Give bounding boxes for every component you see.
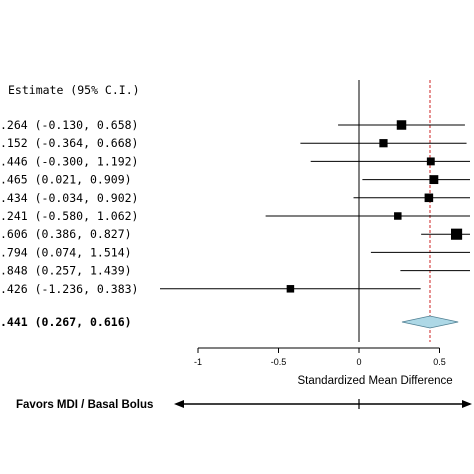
row-label: .446 (-0.300, 1.192)	[0, 154, 138, 168]
row-label: .794 (0.074, 1.514)	[0, 245, 132, 259]
estimate-marker	[426, 157, 435, 166]
x-axis-label: Standardized Mean Difference	[298, 375, 453, 387]
estimate-marker	[451, 228, 463, 240]
estimate-marker	[396, 120, 407, 130]
x-tick-label: 0.5	[433, 357, 446, 367]
x-tick-label: -1	[194, 357, 202, 367]
summary-diamond	[401, 315, 459, 329]
favors-arrow	[174, 399, 472, 409]
x-tick-label: 0	[356, 357, 361, 367]
row-label: .434 (-0.034, 0.902)	[0, 191, 138, 205]
estimate-marker	[379, 139, 388, 148]
plot-area: -1 -0.5 0 0.5 Standardized Mean Difference	[160, 80, 470, 387]
estimate-marker	[286, 285, 295, 293]
row-label: .152 (-0.364, 0.668)	[0, 136, 138, 150]
estimate-header: Estimate (95% C.I.)	[8, 83, 140, 97]
row-label: .606 (0.386, 0.827)	[0, 227, 132, 241]
row-label: .426 (-1.236, 0.383)	[0, 282, 138, 296]
x-tick-label: -0.5	[271, 357, 287, 367]
row-labels: .264 (-0.130, 0.658) .152 (-0.364, 0.668)…	[0, 118, 138, 329]
row-label: .264 (-0.130, 0.658)	[0, 118, 138, 132]
favors-label: Favors MDI / Basal Bolus	[16, 399, 153, 411]
favors-arrow-right	[462, 400, 472, 408]
estimate-marker	[394, 212, 402, 220]
estimate-marker	[429, 175, 439, 185]
favors-arrow-left	[174, 400, 184, 408]
row-label: .465 (0.021, 0.909)	[0, 173, 132, 187]
summary-label: .441 (0.267, 0.616)	[0, 315, 132, 329]
estimate-marker	[424, 193, 434, 203]
row-label: .848 (0.257, 1.439)	[0, 264, 132, 278]
row-label: .241 (-0.580, 1.062)	[0, 209, 138, 223]
